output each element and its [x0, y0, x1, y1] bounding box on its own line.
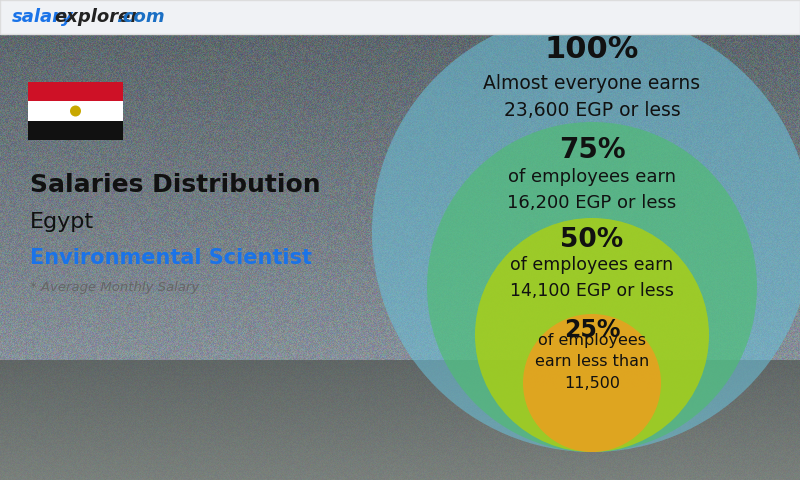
Text: explorer: explorer [54, 8, 139, 26]
FancyBboxPatch shape [28, 82, 123, 101]
FancyBboxPatch shape [0, 0, 800, 34]
Text: Egypt: Egypt [30, 212, 94, 232]
Text: of employees earn
14,100 EGP or less: of employees earn 14,100 EGP or less [510, 256, 674, 300]
Circle shape [70, 106, 81, 117]
Text: salary: salary [12, 8, 74, 26]
Text: 100%: 100% [545, 36, 639, 64]
Text: Environmental Scientist: Environmental Scientist [30, 248, 312, 268]
Circle shape [427, 122, 757, 452]
FancyBboxPatch shape [28, 101, 123, 120]
Circle shape [372, 12, 800, 452]
Circle shape [475, 218, 709, 452]
Circle shape [523, 314, 661, 452]
Text: 25%: 25% [564, 318, 620, 342]
Text: Salaries Distribution: Salaries Distribution [30, 173, 321, 197]
Text: of employees earn
16,200 EGP or less: of employees earn 16,200 EGP or less [507, 168, 677, 212]
Text: of employees
earn less than
11,500: of employees earn less than 11,500 [535, 334, 649, 391]
Text: 50%: 50% [560, 227, 624, 253]
Text: .com: .com [116, 8, 165, 26]
FancyBboxPatch shape [28, 120, 123, 140]
Text: 75%: 75% [558, 136, 626, 164]
Text: * Average Monthly Salary: * Average Monthly Salary [30, 281, 199, 295]
Text: Almost everyone earns
23,600 EGP or less: Almost everyone earns 23,600 EGP or less [483, 74, 701, 120]
